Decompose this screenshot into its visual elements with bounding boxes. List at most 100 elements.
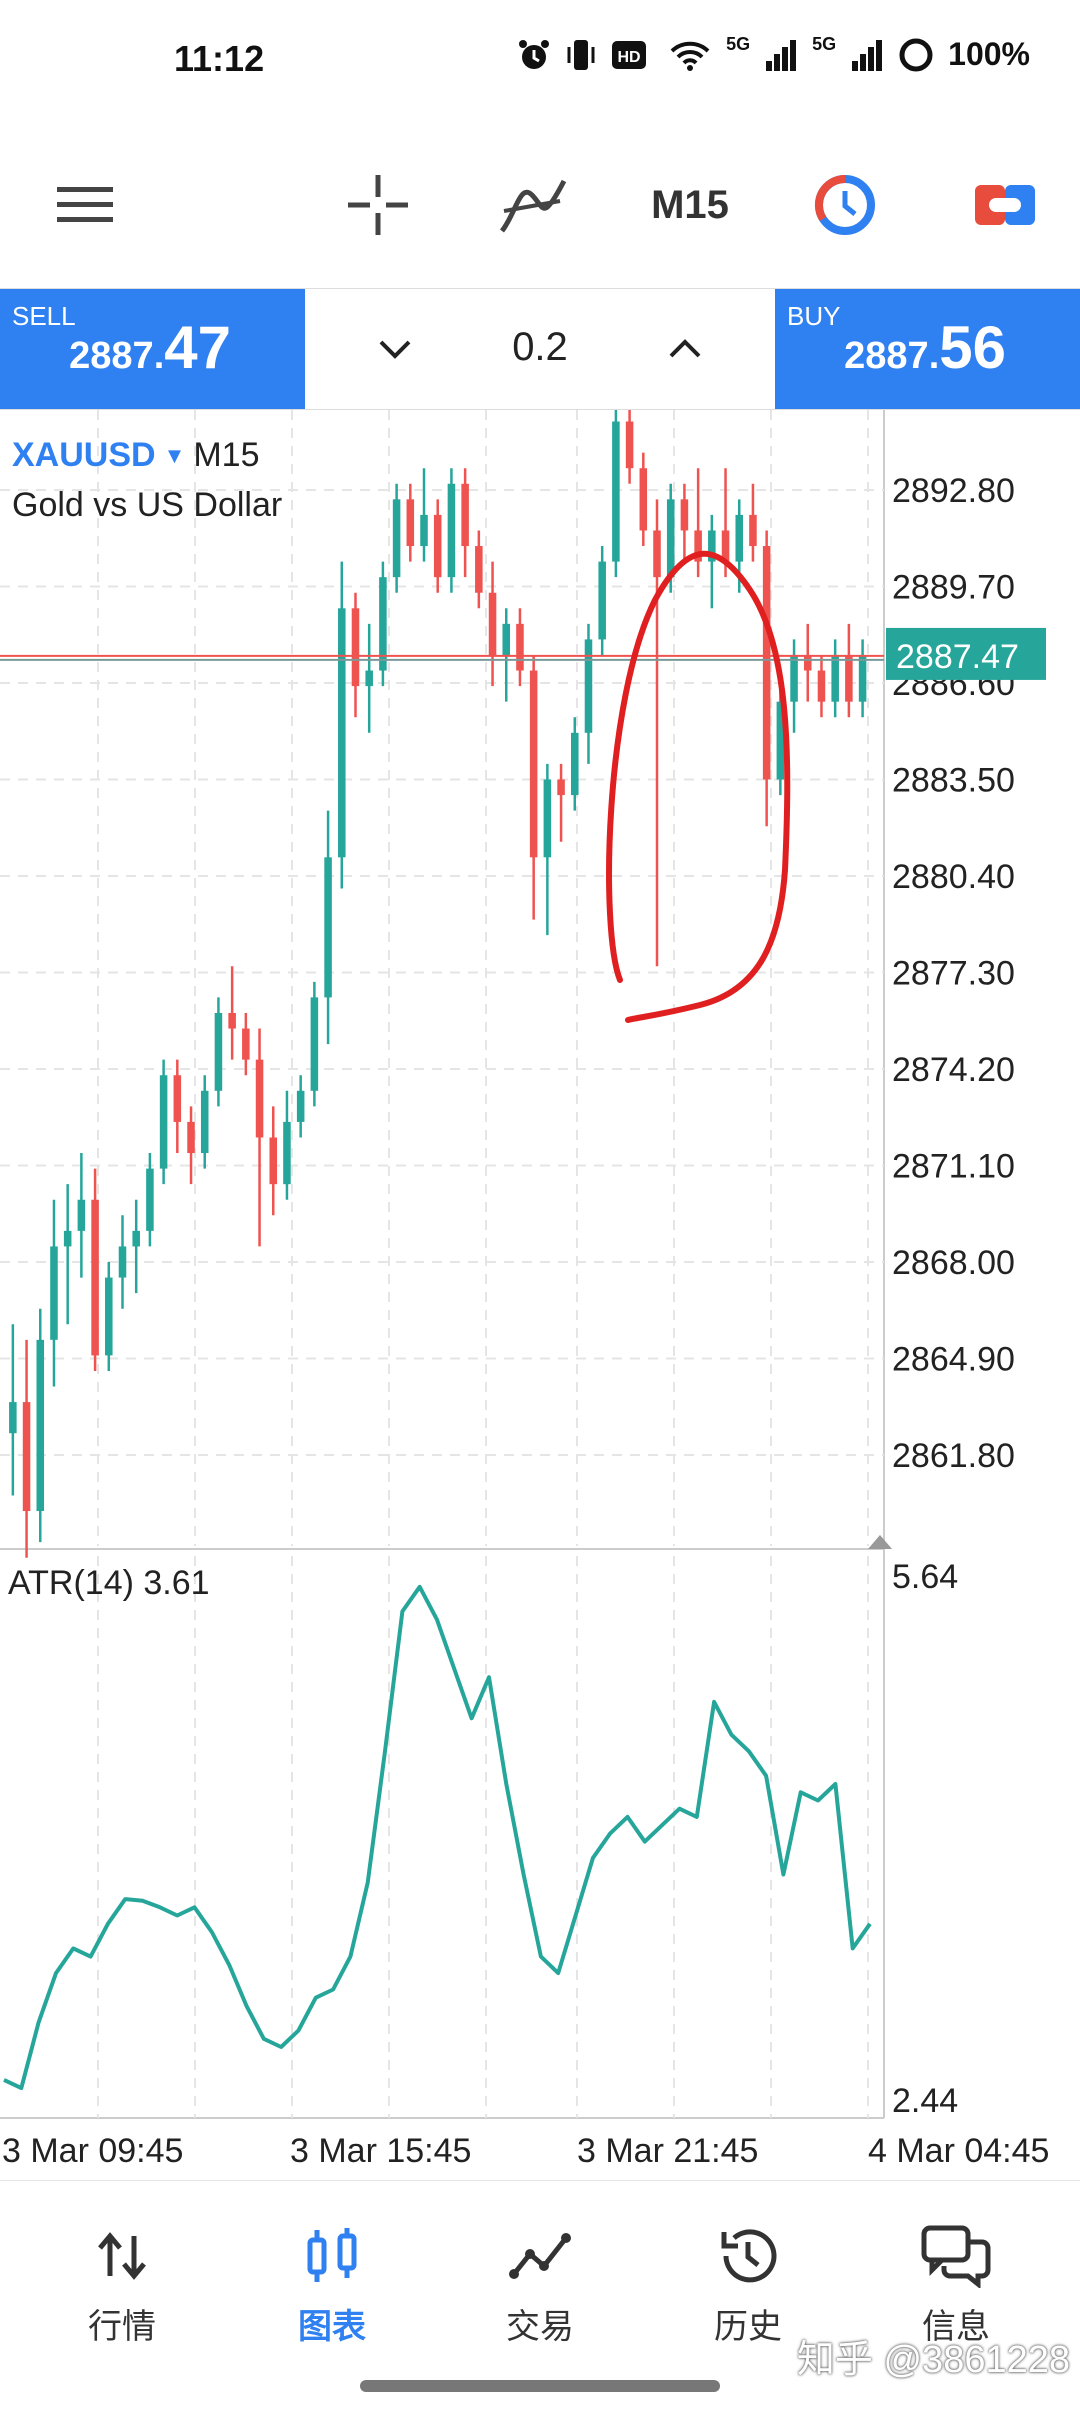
candle-body bbox=[187, 1121, 195, 1154]
candle-body bbox=[269, 1137, 278, 1185]
candle-body bbox=[529, 670, 538, 858]
sell-button[interactable]: SELL 2887. 47 bbox=[0, 289, 305, 409]
candle-body bbox=[762, 546, 771, 780]
candle-body bbox=[118, 1246, 127, 1278]
messages-icon bbox=[921, 2225, 991, 2288]
bottom-navigation: 行情 图表 交易 历史 信息 bbox=[0, 2180, 1080, 2413]
symbol-name[interactable]: XAUUSD bbox=[12, 436, 156, 474]
candle-body bbox=[817, 670, 826, 702]
price-tick-label: 2861.80 bbox=[892, 1437, 1015, 1475]
quotes-icon bbox=[98, 2232, 146, 2280]
atr-indicator-label: ATR(14) 3.61 bbox=[8, 1564, 210, 1602]
battery-icon bbox=[899, 38, 933, 71]
status-icons: HD 5G 5G 100% bbox=[516, 34, 1030, 73]
candle-body bbox=[214, 1012, 223, 1091]
candle-body bbox=[612, 421, 620, 562]
candle-body bbox=[310, 997, 319, 1091]
time-axis-label: 3 Mar 15:45 bbox=[290, 2132, 471, 2170]
nav-quotes[interactable]: 行情 bbox=[52, 2221, 192, 2348]
candle-body bbox=[858, 654, 867, 702]
candle-body bbox=[324, 857, 332, 998]
candle-body bbox=[50, 1246, 58, 1340]
timeframe-button[interactable]: M15 bbox=[651, 182, 729, 227]
hd-icon: HD bbox=[612, 40, 647, 69]
home-indicator[interactable] bbox=[360, 2380, 720, 2392]
menu-button[interactable] bbox=[40, 135, 130, 275]
candle-body bbox=[680, 499, 689, 531]
price-tick-label: 2883.50 bbox=[892, 762, 1015, 800]
lot-decrease-button[interactable] bbox=[355, 309, 435, 389]
buy-price: 2887. 56 bbox=[844, 313, 1006, 382]
sell-price-prefix: 2887. bbox=[69, 335, 165, 377]
price-tick-label: 2868.00 bbox=[892, 1244, 1015, 1282]
nav-quotes-label: 行情 bbox=[88, 2308, 156, 2346]
price-tick-label: 2889.70 bbox=[892, 569, 1015, 607]
menu-icon bbox=[57, 187, 113, 222]
nav-messages[interactable]: 信息 bbox=[886, 2221, 1026, 2348]
candle-body bbox=[447, 483, 456, 578]
toggle-icon bbox=[975, 185, 1035, 225]
candle-body bbox=[845, 654, 853, 702]
candle-body bbox=[283, 1121, 291, 1185]
signal-icon-2 bbox=[852, 39, 883, 71]
chart-icon bbox=[307, 2228, 357, 2282]
candle-body bbox=[803, 654, 812, 671]
crosshair-button[interactable] bbox=[333, 135, 423, 275]
candle-body bbox=[831, 654, 839, 702]
candle-body bbox=[708, 530, 716, 562]
candle-body bbox=[625, 421, 634, 469]
candle-body bbox=[776, 701, 785, 780]
buy-label: BUY bbox=[787, 301, 841, 331]
nav-chart[interactable]: 图表 bbox=[262, 2221, 402, 2348]
candle-body bbox=[406, 499, 415, 547]
candle-body bbox=[105, 1277, 113, 1356]
sell-label: SELL bbox=[12, 301, 76, 331]
candle-body bbox=[9, 1402, 17, 1434]
lot-increase-button[interactable] bbox=[645, 309, 725, 389]
candle-body bbox=[488, 592, 497, 655]
candle-body bbox=[296, 1090, 305, 1122]
time-axis-label: 3 Mar 09:45 bbox=[2, 2132, 183, 2170]
lot-size-value[interactable]: 0.2 bbox=[512, 325, 568, 369]
candle-body bbox=[666, 499, 675, 578]
price-tick-label: 2892.80 bbox=[892, 472, 1015, 510]
clock-button[interactable] bbox=[800, 135, 890, 275]
candle-body bbox=[653, 530, 661, 578]
price-chart[interactable]: 2892.802889.702886.602883.502880.402877.… bbox=[0, 410, 1080, 2180]
nav-history[interactable]: 历史 bbox=[678, 2221, 818, 2348]
price-tick-label: 2880.40 bbox=[892, 858, 1015, 896]
candle-body bbox=[433, 514, 442, 578]
candle-body bbox=[365, 670, 373, 687]
nav-messages-label: 信息 bbox=[922, 2308, 990, 2346]
candle-body bbox=[571, 732, 579, 796]
current-price-label: 2887.47 bbox=[896, 638, 1019, 676]
candle-body bbox=[255, 1059, 264, 1138]
indicators-button[interactable] bbox=[488, 135, 578, 275]
trade-icon bbox=[509, 2233, 571, 2279]
watermark: 知乎 @3861228 bbox=[796, 2339, 1070, 2381]
indicators-icon bbox=[499, 179, 567, 233]
signal-icon bbox=[766, 39, 797, 71]
chart-toolbar: M15 bbox=[0, 135, 1080, 275]
nav-trade[interactable]: 交易 bbox=[470, 2221, 610, 2348]
nav-chart-label: 图表 bbox=[298, 2308, 366, 2346]
candle-body bbox=[146, 1168, 154, 1231]
status-bar: 11:12 HD 5G 5G 100% bbox=[0, 0, 1080, 125]
symbol-dropdown-icon[interactable]: ▼ bbox=[163, 442, 186, 468]
candle-body bbox=[639, 468, 648, 531]
candle-body bbox=[173, 1075, 182, 1122]
candle-body bbox=[200, 1090, 209, 1154]
candle-body bbox=[36, 1339, 45, 1512]
nav-history-label: 历史 bbox=[714, 2308, 782, 2346]
sell-price: 2887. 47 bbox=[69, 313, 231, 382]
candle-body bbox=[338, 608, 346, 858]
svg-text:HD: HD bbox=[618, 49, 641, 66]
candle-body bbox=[557, 779, 565, 796]
toggle-button[interactable] bbox=[960, 135, 1050, 275]
trade-bar: SELL 2887. 47 0.2 BUY 2887. 56 bbox=[0, 288, 1080, 410]
atr-line bbox=[3, 1584, 872, 2091]
buy-button[interactable]: BUY 2887. 56 bbox=[775, 289, 1080, 409]
symbol-header[interactable]: XAUUSD ▼ M15 bbox=[12, 436, 260, 475]
vibrate-icon bbox=[567, 39, 595, 70]
candle-body bbox=[502, 623, 511, 655]
